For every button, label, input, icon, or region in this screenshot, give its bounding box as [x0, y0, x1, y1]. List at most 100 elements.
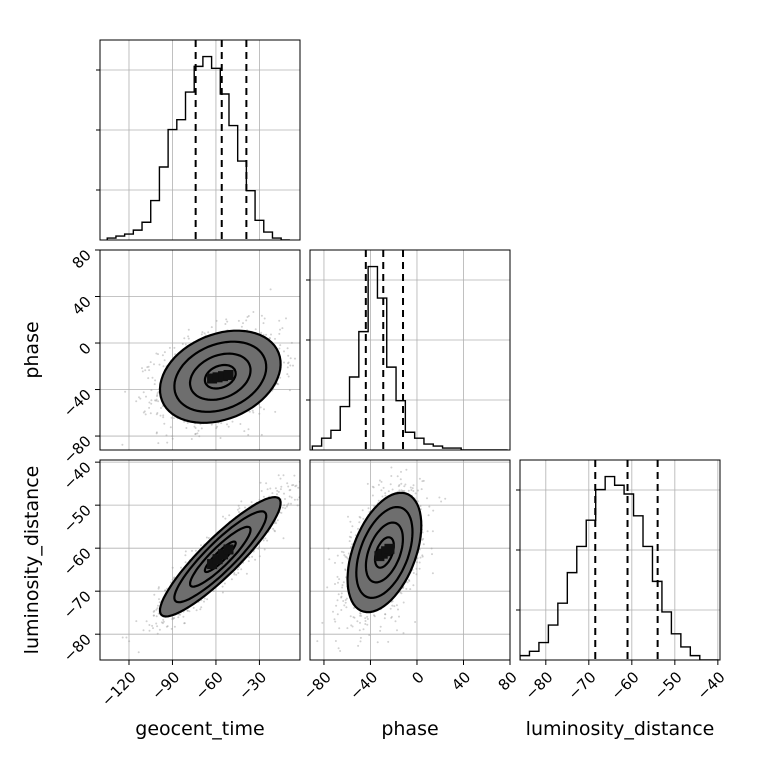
- y-tick-label-phase: −40: [60, 386, 95, 421]
- scatter-point: [356, 620, 359, 623]
- scatter-point: [342, 581, 345, 584]
- scatter-point: [334, 640, 337, 642]
- scatter-point: [195, 609, 198, 612]
- scatter-point: [284, 507, 287, 510]
- scatter-point: [349, 615, 352, 618]
- scatter-point: [258, 555, 261, 558]
- scatter-point: [431, 530, 434, 533]
- scatter-point: [345, 556, 348, 559]
- scatter-point: [289, 364, 292, 367]
- scatter-inner: [100, 460, 306, 660]
- scatter-point: [351, 625, 354, 628]
- scatter-point: [359, 636, 362, 639]
- scatter-point: [422, 537, 425, 540]
- scatter-point: [158, 628, 161, 631]
- scatter-point: [357, 644, 360, 647]
- scatter-point: [154, 379, 157, 382]
- scatter-point: [283, 361, 285, 364]
- scatter-point: [157, 612, 160, 615]
- scatter-point: [381, 495, 384, 498]
- scatter-point: [155, 622, 158, 625]
- scatter-point: [286, 482, 289, 485]
- scatter-point: [147, 365, 150, 368]
- scatter-point: [264, 537, 267, 540]
- scatter-point: [409, 588, 412, 591]
- scatter-point: [148, 624, 151, 626]
- scatter-point: [265, 333, 268, 336]
- scatter-point: [410, 489, 413, 491]
- scatter-point: [269, 487, 272, 490]
- scatter-point: [408, 580, 411, 582]
- scatter-point: [194, 549, 197, 552]
- scatter-point: [398, 484, 401, 486]
- scatter-point: [379, 629, 382, 632]
- scatter-point: [415, 567, 418, 570]
- scatter-point: [351, 543, 354, 546]
- scatter-point: [348, 535, 351, 538]
- scatter-point: [162, 416, 165, 419]
- y-tick-label-luminosity_distance: −80: [60, 630, 95, 665]
- scatter-point: [270, 333, 272, 336]
- scatter-point: [327, 547, 330, 550]
- contour-line-0: [346, 491, 423, 614]
- scatter-point: [412, 584, 415, 587]
- scatter-point: [421, 555, 424, 558]
- scatter-point: [286, 347, 289, 350]
- scatter-point: [401, 489, 404, 492]
- scatter-point: [276, 519, 279, 522]
- scatter-point: [238, 511, 240, 513]
- density-core: [218, 371, 229, 382]
- scatter-point: [212, 590, 215, 592]
- scatter-point: [274, 530, 276, 533]
- scatter-point: [407, 579, 410, 581]
- scatter-point: [153, 609, 156, 612]
- x-tick-label-phase: −80: [300, 668, 335, 703]
- scatter-point: [184, 561, 187, 564]
- scatter-point: [359, 612, 362, 615]
- scatter-point: [183, 337, 186, 340]
- scatter-point: [222, 515, 224, 518]
- scatter-point: [288, 489, 291, 492]
- scatter-point: [362, 628, 365, 631]
- scatter-point: [227, 425, 230, 428]
- scatter-point: [294, 357, 296, 360]
- scatter-point: [444, 497, 447, 500]
- scatter-point: [286, 373, 289, 376]
- scatter-point: [389, 483, 392, 486]
- scatter-point: [346, 557, 349, 560]
- scatter-point: [428, 505, 431, 508]
- scatter-point: [287, 485, 290, 488]
- scatter-point: [171, 435, 174, 438]
- x-axis-label-geocent_time: geocent_time: [135, 718, 264, 740]
- scatter-point: [288, 389, 291, 392]
- scatter-point: [161, 354, 164, 357]
- scatter-point: [416, 561, 418, 564]
- scatter-point: [174, 353, 177, 356]
- scatter-point: [155, 352, 158, 355]
- scatter-point: [153, 363, 155, 366]
- scatter-point: [171, 617, 174, 619]
- scatter-point: [337, 593, 340, 596]
- y-tick-label-luminosity_distance: −40: [60, 458, 95, 493]
- x-tick-label-geocent_time: −120: [98, 668, 140, 710]
- scatter-point: [194, 427, 197, 429]
- scatter-point: [179, 613, 182, 616]
- scatter-point: [262, 495, 265, 498]
- scatter-point: [185, 427, 188, 429]
- scatter-point: [359, 621, 361, 624]
- scatter-point: [172, 577, 175, 580]
- y-tick-label-phase: 40: [69, 293, 95, 319]
- scatter-point: [336, 599, 339, 602]
- scatter-point: [287, 375, 290, 378]
- scatter-point: [336, 554, 339, 557]
- scatter-point: [260, 490, 263, 492]
- scatter-point: [407, 489, 410, 492]
- scatter-point: [304, 473, 306, 475]
- scatter-point: [265, 482, 268, 485]
- scatter-point: [262, 322, 265, 325]
- scatter-point: [350, 531, 353, 534]
- scatter-point: [165, 434, 168, 437]
- scatter-point: [148, 629, 151, 632]
- x-tick-label-geocent_time: −60: [192, 668, 227, 703]
- scatter-point: [351, 525, 354, 528]
